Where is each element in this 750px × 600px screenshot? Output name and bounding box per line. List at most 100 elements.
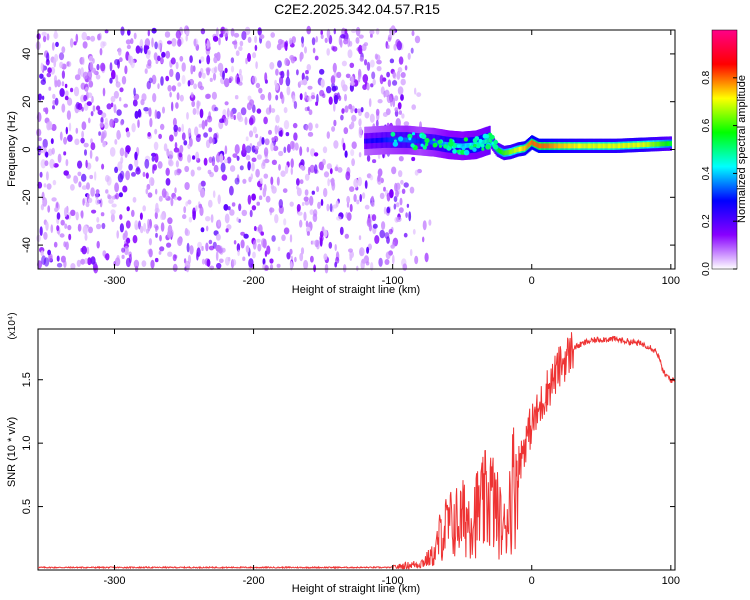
noise-cell — [167, 217, 173, 225]
noise-cell — [326, 28, 331, 39]
noise-cell — [200, 227, 205, 233]
noise-cell — [344, 93, 347, 102]
noise-cell — [113, 104, 117, 114]
x-tick-label: 0 — [529, 275, 535, 287]
noise-cell — [309, 195, 314, 206]
noise-cell — [229, 185, 234, 196]
noise-cell — [36, 33, 41, 40]
ridge-core — [547, 143, 550, 149]
ridge-core — [636, 142, 639, 148]
noise-cell — [291, 36, 296, 44]
noise-cell — [87, 197, 93, 204]
ridge-core — [661, 141, 664, 147]
ridge-blob — [481, 147, 485, 151]
noise-cell — [349, 251, 354, 259]
noise-cell — [120, 120, 124, 126]
noise-cell — [369, 175, 374, 181]
noise-cell — [398, 170, 403, 178]
noise-cell — [189, 55, 193, 63]
noise-cell — [270, 108, 276, 113]
noise-cell — [253, 225, 257, 232]
noise-cell — [171, 38, 177, 47]
noise-cell — [299, 164, 304, 170]
noise-cell — [283, 218, 287, 226]
noise-cell — [311, 240, 316, 245]
ridge-core — [585, 143, 588, 149]
noise-cell — [299, 93, 303, 101]
ridge-core — [603, 143, 606, 149]
ridge-core — [570, 143, 572, 149]
noise-cell — [364, 180, 368, 189]
ridge-core — [649, 142, 651, 147]
noise-cell — [296, 178, 300, 186]
noise-cell — [214, 107, 219, 112]
ridge-core — [612, 143, 615, 149]
noise-cell — [261, 137, 265, 145]
noise-cell — [55, 41, 59, 48]
noise-cell — [386, 71, 390, 78]
ridge-core — [497, 147, 500, 153]
noise-cell — [51, 123, 57, 132]
noise-cell — [379, 192, 385, 200]
ridge-core — [561, 143, 563, 149]
noise-cell — [230, 110, 234, 118]
noise-cell — [391, 166, 397, 175]
noise-cell — [216, 27, 219, 37]
noise-cell — [104, 174, 110, 183]
ridge-blob — [482, 133, 488, 139]
ridge-core — [367, 138, 370, 144]
ridge-core — [638, 142, 640, 148]
noise-cell — [270, 142, 274, 152]
noise-cell — [351, 75, 354, 86]
noise-cell — [234, 177, 240, 185]
ridge-core — [565, 143, 568, 149]
ridge-core — [623, 143, 626, 148]
ridge-core — [666, 141, 669, 147]
ridge-core — [605, 143, 608, 149]
noise-cell — [399, 197, 403, 206]
noise-cell — [47, 67, 52, 74]
noise-cell — [284, 164, 289, 174]
ridge-core — [432, 139, 434, 145]
ridge-core — [635, 142, 638, 148]
noise-cell — [271, 235, 276, 242]
noise-cell — [281, 234, 286, 242]
noise-cell — [117, 47, 122, 56]
noise-cell — [172, 254, 177, 262]
noise-cell — [301, 202, 305, 206]
noise-cell — [343, 127, 349, 135]
ridge-blob — [478, 138, 483, 143]
noise-cell — [84, 258, 88, 264]
ridge-core — [411, 138, 413, 143]
noise-cell — [161, 51, 166, 58]
ridge-core — [615, 143, 618, 149]
noise-cell — [372, 159, 377, 164]
noise-cell — [212, 72, 217, 81]
noise-cell — [197, 241, 203, 249]
noise-cell — [84, 233, 88, 241]
noise-cell — [102, 140, 106, 148]
noise-cell — [323, 187, 328, 198]
noise-cell — [54, 97, 59, 106]
noise-cell — [217, 194, 221, 205]
noise-cell — [108, 199, 114, 204]
ridge-core — [574, 143, 577, 149]
noise-cell — [43, 107, 47, 113]
ridge-core — [469, 142, 472, 148]
noise-cell — [179, 55, 184, 62]
noise-cell — [185, 201, 189, 207]
noise-cell — [121, 254, 125, 259]
noise-cell — [289, 201, 294, 207]
ridge-core — [668, 141, 670, 146]
ridge-blob — [437, 139, 442, 145]
noise-cell — [257, 243, 262, 252]
noise-cell — [216, 262, 222, 269]
ridge-core — [554, 143, 557, 149]
noise-cell — [111, 203, 117, 208]
noise-cell — [47, 249, 51, 256]
noise-cell — [333, 28, 336, 35]
noise-cell — [51, 147, 55, 155]
noise-cell — [230, 65, 235, 73]
noise-cell — [59, 88, 65, 97]
ridge-core — [521, 146, 523, 152]
